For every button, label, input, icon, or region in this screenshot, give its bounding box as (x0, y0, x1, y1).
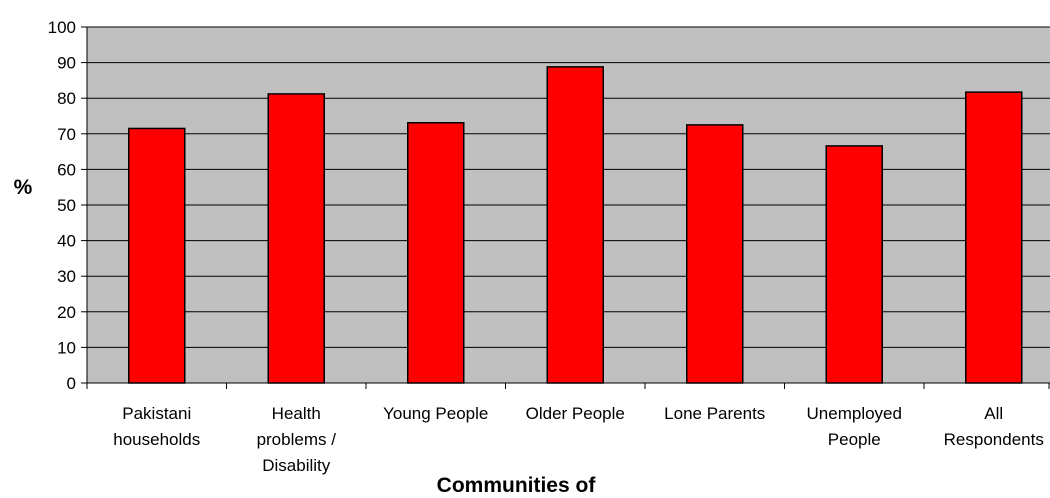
bars (128, 66, 1023, 384)
y-tick-label: 0 (67, 374, 76, 393)
bar (965, 91, 1023, 384)
y-tick-label: 60 (57, 160, 76, 179)
y-tick-label: 80 (57, 89, 76, 108)
x-axis-title: Communities of (437, 474, 597, 497)
x-tick-label: All Respondents (944, 404, 1044, 449)
bar (825, 145, 883, 384)
x-tick-label: Pakistani households (113, 404, 200, 449)
x-axis: Pakistani households Health problems / Disab… (86, 382, 1050, 475)
x-tick-label: Older People (526, 404, 625, 423)
y-tick-label: 100 (48, 18, 76, 37)
y-tick-label: 30 (57, 267, 76, 286)
x-tick-label: Unemployed People (807, 404, 902, 449)
x-tick-label: Young People (383, 404, 488, 423)
bar (128, 127, 186, 384)
y-tick-label: 20 (57, 303, 76, 322)
y-tick-label: 70 (57, 125, 76, 144)
x-tick-label: Lone Parents (664, 404, 765, 423)
y-axis: 0 10 20 30 40 50 60 70 80 90 100 (48, 18, 88, 393)
bar (407, 122, 465, 384)
bar (267, 93, 325, 384)
x-tick-label: Health problems / Disability (257, 404, 337, 475)
y-tick-label: 40 (57, 232, 76, 251)
y-tick-label: 90 (57, 54, 76, 73)
y-tick-label: 10 (57, 338, 76, 357)
bar (686, 124, 744, 384)
y-axis-title: % (14, 176, 33, 199)
bar (546, 66, 604, 384)
y-tick-label: 50 (57, 196, 76, 215)
